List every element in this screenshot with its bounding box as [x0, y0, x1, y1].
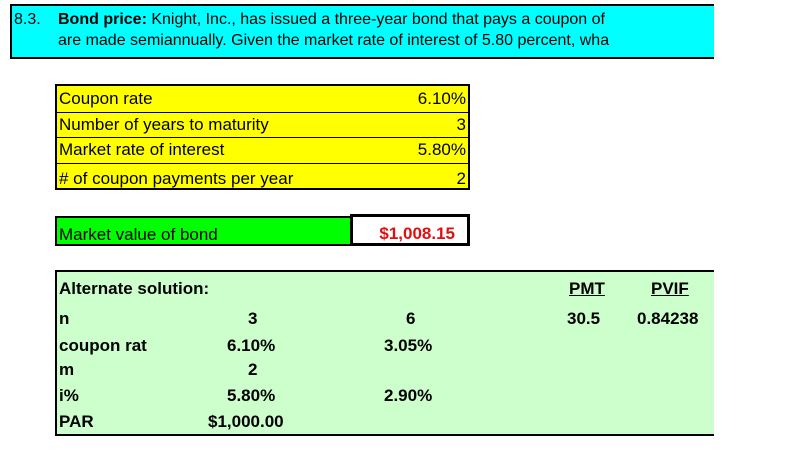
problem-line-1: Bond price: Knight, Inc., has issued a t… [58, 11, 605, 29]
pmt-header: PMT [569, 279, 605, 298]
input-row-market-rate[interactable]: Market rate of interest 5.80% [57, 137, 468, 164]
input-label: Coupon rate [59, 89, 153, 108]
market-value-amount: $1,008.15 [379, 224, 455, 243]
i-annual[interactable]: 5.80% [227, 386, 276, 405]
input-label: # of coupon payments per year [59, 168, 294, 188]
problem-line-2: are made semiannually. Given the market … [58, 32, 610, 49]
row-label-m: m [59, 360, 75, 379]
problem-line-1-text: Knight, Inc., has issued a three-year bo… [151, 11, 605, 28]
input-value[interactable]: 5.80% [417, 140, 466, 159]
n-years-value[interactable]: 3 [248, 309, 258, 328]
row-label-i: i% [59, 386, 79, 405]
alternate-solution: Alternate solution: PMT PVIF n 3 6 30.5 … [55, 270, 714, 436]
row-label-n: n [59, 309, 70, 328]
row-label-coupon-rate: coupon rat [59, 336, 147, 355]
problem-number: 8.3. [14, 11, 41, 28]
input-row-coupon-payments[interactable]: # of coupon payments per year 2 [57, 163, 468, 189]
pmt-value[interactable]: 30.5 [567, 309, 601, 328]
input-row-years-to-maturity[interactable]: Number of years to maturity 3 [57, 112, 468, 138]
market-value-cell[interactable]: $1,008.15 [350, 214, 470, 246]
input-label: Number of years to maturity [59, 114, 269, 134]
problem-title: Bond price: [58, 11, 147, 28]
n-periods-value[interactable]: 6 [406, 309, 416, 328]
row-label-par: PAR [59, 412, 94, 431]
par-value[interactable]: $1,000.00 [208, 412, 284, 431]
input-value[interactable]: 2 [456, 168, 466, 188]
m-value[interactable]: 2 [248, 360, 258, 379]
input-value[interactable]: 6.10% [417, 89, 466, 108]
inputs-table: Coupon rate 6.10% Number of years to mat… [55, 84, 470, 190]
pvif-header: PVIF [651, 279, 689, 298]
alternate-title: Alternate solution: [59, 279, 210, 298]
coupon-rate-period[interactable]: 3.05% [384, 336, 433, 355]
input-label: Market rate of interest [59, 140, 225, 159]
input-value[interactable]: 3 [456, 114, 466, 134]
market-value-label: Market value of bond [59, 225, 218, 244]
coupon-rate-annual[interactable]: 6.10% [227, 336, 276, 355]
market-value-label-cell: Market value of bond [55, 216, 352, 246]
pvif-value[interactable]: 0.84238 [637, 309, 699, 328]
i-period[interactable]: 2.90% [384, 386, 433, 405]
problem-statement: 8.3. Bond price: Knight, Inc., has issue… [10, 4, 714, 59]
input-row-coupon-rate[interactable]: Coupon rate 6.10% [57, 86, 468, 113]
